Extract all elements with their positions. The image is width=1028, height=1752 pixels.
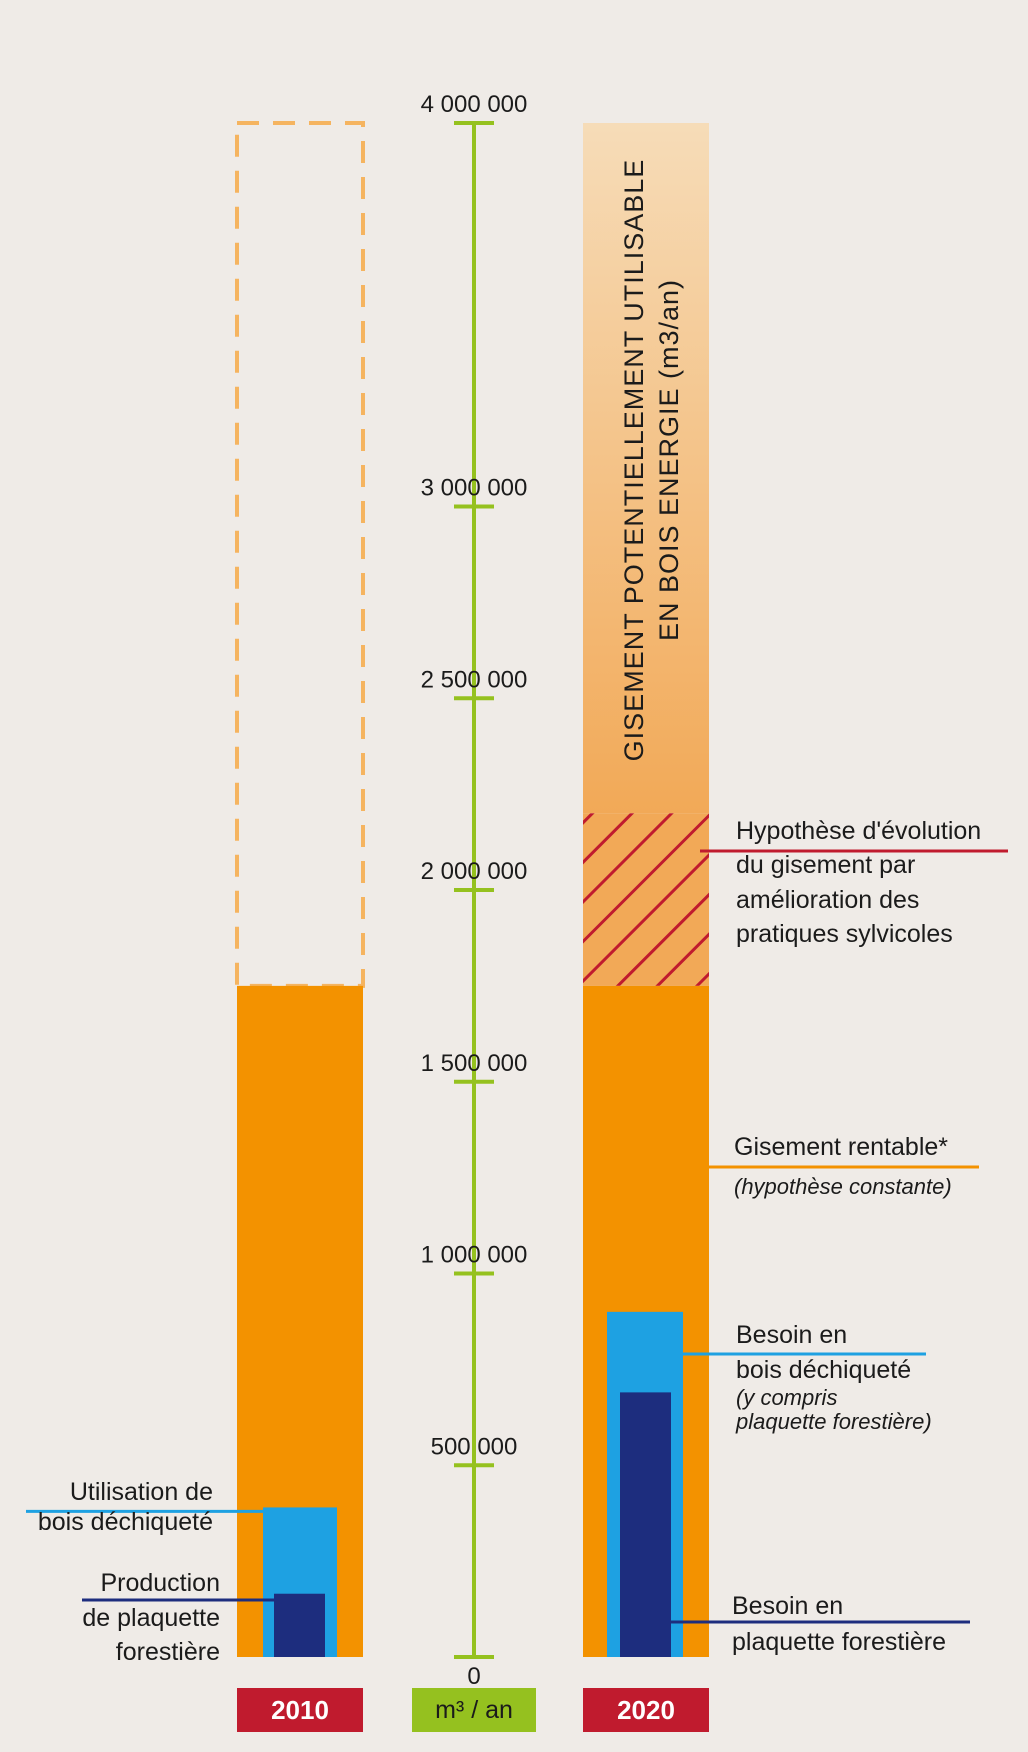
label-rentable: Gisement rentable* bbox=[734, 1133, 949, 1161]
label-hypothese-line2: du gisement par bbox=[736, 851, 916, 880]
label-hypothese-line4: pratiques sylvicoles bbox=[736, 919, 953, 948]
label-hypothese-line1: Hypothèse d'évolution bbox=[736, 817, 982, 845]
label-besoin-plaquette-line2: plaquette forestière bbox=[732, 1628, 947, 1657]
label-utilisation-line2: bois déchiqueté bbox=[37, 1508, 213, 1536]
label-production-line3: forestière bbox=[115, 1638, 220, 1666]
label-besoin-bois-line1: Besoin en bbox=[736, 1321, 848, 1349]
bar-2010-potential-outline bbox=[235, 121, 365, 988]
tick-label: 1 000 000 bbox=[421, 1242, 528, 1269]
unit-box: m³ / an bbox=[412, 1688, 536, 1732]
year-2010-box: 2010 bbox=[237, 1688, 363, 1732]
label-production-line2: de plaquette bbox=[82, 1603, 220, 1632]
tick-label: 2 500 000 bbox=[421, 666, 528, 693]
label-besoin-plaquette-line1: Besoin en bbox=[732, 1592, 844, 1620]
year-2020-box: 2020 bbox=[583, 1688, 709, 1732]
tick-label: 500 000 bbox=[431, 1433, 518, 1460]
label-besoin-bois-note: (y compris plaquette forestière) bbox=[736, 1385, 932, 1435]
label-hypothese-line3: amélioration des bbox=[736, 885, 920, 914]
label-utilisation: Utilisation de bois déchiqueté bbox=[38, 1477, 213, 1537]
bar-2020-besoin-plaquette bbox=[620, 1392, 671, 1657]
tick-label: 1 500 000 bbox=[421, 1050, 528, 1077]
tick-label: 4 000 000 bbox=[421, 91, 528, 118]
label-production: Production de plaquette forestière bbox=[82, 1566, 220, 1670]
bar-2020-gisement-potentiel bbox=[583, 123, 709, 814]
label-besoin-bois-line2: bois déchiqueté bbox=[736, 1356, 912, 1384]
tick-label: 3 000 000 bbox=[421, 475, 528, 502]
label-besoin-bois-note-line2: plaquette forestière) bbox=[736, 1409, 932, 1435]
tick-label: 2 000 000 bbox=[421, 858, 528, 885]
bar-2010-production bbox=[274, 1593, 325, 1657]
label-besoin-bois: Besoin en bois déchiqueté bbox=[736, 1318, 911, 1388]
label-besoin-bois-note-line1: (y compris bbox=[736, 1385, 838, 1410]
label-besoin-plaquette: Besoin en plaquette forestière bbox=[732, 1588, 946, 1661]
bar-2020-hypothese-evolution bbox=[583, 813, 709, 986]
label-utilisation-line1: Utilisation de bbox=[69, 1478, 213, 1506]
tick-label: 0 bbox=[467, 1663, 480, 1690]
label-hypothese: Hypothèse d'évolution du gisement par am… bbox=[736, 814, 981, 951]
label-production-line1: Production bbox=[100, 1569, 220, 1597]
label-rentable-note: (hypothèse constante) bbox=[734, 1174, 952, 1199]
